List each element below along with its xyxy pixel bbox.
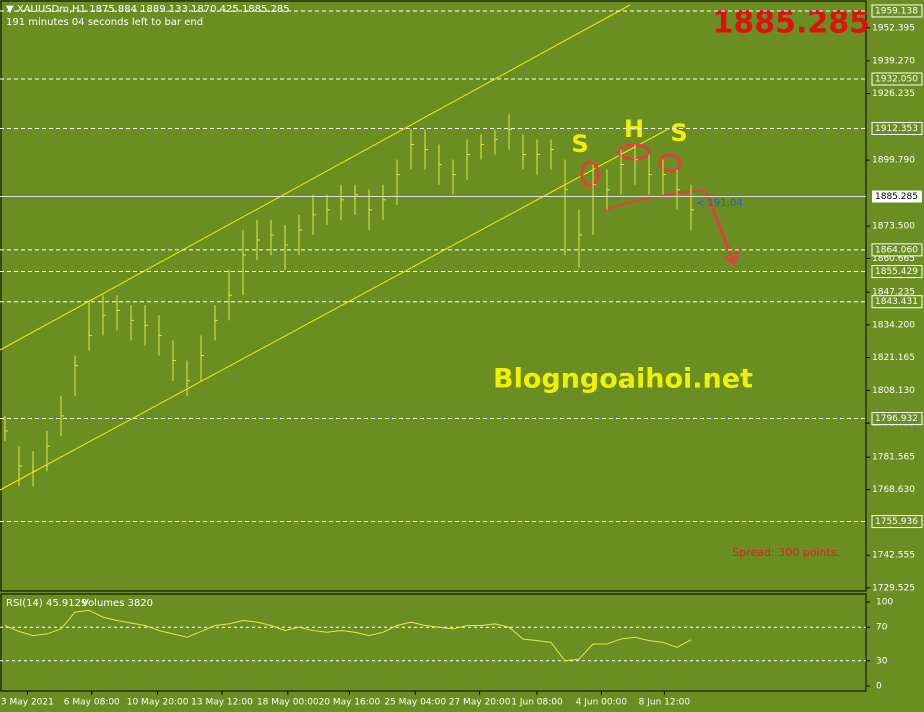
- rsi-frame: [0, 593, 867, 692]
- level-label: 1932.050: [875, 75, 918, 85]
- volumes-label: Volumes 3820: [82, 598, 153, 609]
- x-tick-label: 10 May 20:00: [127, 698, 189, 708]
- current-price-label: 1885.285: [875, 192, 918, 202]
- main-frame: [0, 0, 867, 592]
- x-tick-label: 6 May 08:00: [64, 698, 120, 708]
- x-tick-label: 1 Jun 08:00: [511, 698, 563, 708]
- x-tick-label: 8 Jun 12:00: [639, 698, 691, 708]
- x-tick-label: 3 May 2021: [1, 698, 54, 708]
- x-tick-label: 27 May 20:00: [449, 698, 511, 708]
- level-box: [871, 412, 923, 426]
- level-label: 1796.932: [875, 414, 918, 424]
- level-label: 1864.060: [875, 245, 918, 255]
- pattern-circle: [617, 143, 651, 161]
- level-label: 1843.431: [875, 297, 918, 307]
- pattern-circle: [658, 153, 682, 173]
- y-tick-label: 1860.665: [872, 254, 915, 264]
- level-label: 1755.936: [875, 517, 918, 527]
- level-label: 1959.138: [875, 6, 918, 16]
- neckline: [603, 189, 706, 211]
- level-box: [871, 265, 923, 279]
- y-tick-label: 1939.270: [872, 56, 915, 66]
- y-tick-label: 1926.235: [872, 89, 915, 99]
- pattern-circle: [580, 160, 600, 188]
- y-tick-label: 1899.790: [872, 156, 915, 166]
- y-tick-label: 1729.525: [872, 583, 915, 593]
- channel-lower: [0, 127, 671, 491]
- x-tick-label: 18 May 00:00: [257, 698, 319, 708]
- rsi-tick-label: 70: [876, 623, 888, 633]
- y-tick-label: 1847.235: [872, 288, 915, 298]
- rsi-tick-label: 0: [876, 682, 882, 692]
- countdown: 191 minutes 04 seconds left to bar end: [6, 17, 203, 28]
- y-tick-label: 1808.130: [872, 386, 915, 396]
- y-tick-label: 1742.555: [872, 551, 915, 561]
- level-box: [871, 243, 923, 257]
- channel-upper: [0, 4, 631, 351]
- x-tick-label: 25 May 04:00: [384, 698, 446, 708]
- x-tick-label: 13 May 12:00: [191, 698, 253, 708]
- level-box: [871, 72, 923, 86]
- level-box: [871, 122, 923, 136]
- y-tick-label: 1781.565: [872, 453, 915, 463]
- rsi-title: RSI(14) 45.9129: [6, 598, 87, 609]
- level-label: 1912.353: [875, 124, 918, 134]
- rsi-line: [4, 609, 692, 662]
- timer-label: < 191:04: [696, 198, 743, 209]
- pattern-label: S: [670, 119, 687, 147]
- spread: Spread: 300 points.: [732, 546, 840, 559]
- arrow: [704, 191, 740, 267]
- y-tick-label: 1952.395: [872, 23, 915, 33]
- x-tick-label: 20 May 16:00: [319, 698, 381, 708]
- y-tick-label: 1768.630: [872, 485, 915, 495]
- rsi-tick-label: 30: [876, 656, 888, 666]
- pattern-label: S: [571, 130, 588, 158]
- level-box: [871, 515, 923, 529]
- level-label: 1855.429: [875, 267, 918, 277]
- current-price-box: [872, 190, 922, 203]
- watermark: Blogngoaihoi.net: [493, 364, 753, 395]
- header: ▼ XAUUSDm,H1 1875.884 1889.133 1870.425 …: [6, 4, 290, 15]
- y-tick-label: 1873.500: [872, 222, 915, 232]
- x-tick-label: 4 Jun 00:00: [576, 698, 628, 708]
- y-tick-label: 1821.165: [872, 353, 915, 363]
- rsi-tick-label: 100: [876, 598, 893, 608]
- level-box: [871, 295, 923, 309]
- level-box: [871, 4, 923, 18]
- y-tick-label: 1834.200: [872, 320, 915, 330]
